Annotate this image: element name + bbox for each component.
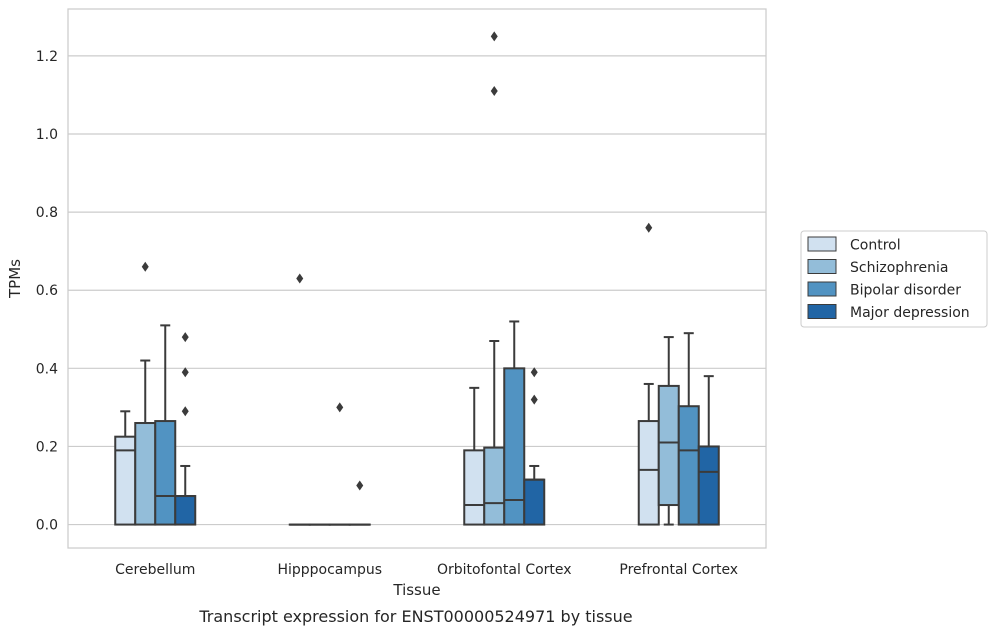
outlier-point	[530, 367, 538, 378]
legend-label: Control	[850, 238, 901, 254]
x-tick-label: Cerebellum	[115, 562, 195, 578]
outlier-point	[296, 273, 304, 284]
outlier-point	[490, 31, 498, 42]
y-tick-label: 0.4	[36, 361, 58, 377]
box-major-depression	[348, 480, 371, 526]
outlier-point	[356, 480, 364, 491]
box-body	[523, 478, 546, 526]
x-tick-label: Prefrontal Cortex	[619, 562, 738, 578]
y-axis-ticks: 0.0 0.2 0.4 0.6 0.8 1.0 1.2	[36, 49, 58, 534]
box-schizophrenia	[134, 261, 157, 526]
outlier-point	[336, 402, 344, 413]
legend-label: Major depression	[850, 305, 970, 321]
y-tick-label: 1.0	[36, 127, 58, 143]
box-body	[154, 420, 177, 526]
y-tick-label: 0.2	[36, 439, 58, 455]
x-axis-ticks: Cerebellum Hipppocampus Orbitofontal Corte…	[115, 562, 738, 578]
legend-swatch	[807, 259, 837, 274]
box-body	[463, 449, 486, 526]
figure-caption: Transcript expression for ENST0000052497…	[198, 607, 632, 626]
box-control	[114, 410, 137, 526]
legend: Control Schizophrenia Bipolar disorder Majo…	[800, 230, 988, 328]
outlier-point	[645, 222, 653, 233]
gridlines	[68, 55, 766, 526]
box-bipolar-disorder	[154, 324, 177, 526]
box-body	[483, 446, 506, 526]
boxplot-layer	[114, 31, 720, 526]
y-tick-label: 0.8	[36, 205, 58, 221]
box-control	[463, 386, 486, 526]
box-control	[637, 222, 660, 526]
box-major-depression	[174, 332, 197, 526]
y-tick-label: 0.0	[36, 518, 58, 534]
legend-frame	[800, 230, 988, 328]
box-schizophrenia	[483, 31, 506, 526]
box-bipolar-disorder	[328, 402, 351, 526]
box-schizophrenia	[657, 336, 680, 526]
plot-frame	[67, 8, 767, 549]
x-tick-label: Hipppocampus	[277, 562, 382, 578]
outlier-point	[141, 261, 149, 272]
outlier-point	[530, 394, 538, 405]
box-bipolar-disorder	[503, 320, 526, 526]
legend-label: Schizophrenia	[850, 260, 948, 276]
box-control	[288, 273, 311, 526]
legend-swatch	[807, 236, 837, 252]
box-body	[697, 445, 720, 526]
box-body	[174, 495, 197, 526]
outlier-point	[181, 332, 189, 343]
y-tick-label: 0.6	[36, 283, 58, 299]
box-body	[134, 422, 157, 526]
y-tick-label: 1.2	[36, 49, 58, 65]
outlier-point	[490, 86, 498, 97]
box-major-depression	[523, 367, 546, 526]
box-body	[637, 420, 660, 526]
box-body	[657, 384, 680, 507]
legend-swatch	[807, 304, 837, 319]
legend-swatch	[807, 281, 837, 297]
box-body	[503, 367, 526, 526]
outlier-point	[181, 406, 189, 417]
x-tick-label: Orbitofontal Cortex	[437, 562, 572, 578]
x-axis-label: Tissue	[392, 581, 440, 599]
box-major-depression	[697, 375, 720, 526]
outlier-point	[181, 367, 189, 378]
y-axis-label: TPMs	[6, 259, 24, 299]
legend-label: Bipolar disorder	[850, 283, 961, 299]
box-body	[677, 405, 700, 526]
box-bipolar-disorder	[677, 332, 700, 526]
